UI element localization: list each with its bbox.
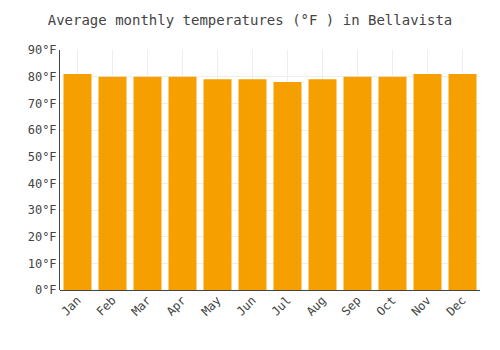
svg-text:Sep: Sep	[339, 293, 364, 318]
svg-text:10°F: 10°F	[28, 257, 57, 271]
svg-text:May: May	[199, 293, 224, 318]
svg-text:Aug: Aug	[304, 293, 329, 318]
svg-text:Jul: Jul	[269, 293, 294, 318]
svg-text:50°F: 50°F	[28, 150, 57, 164]
svg-text:80°F: 80°F	[28, 70, 57, 84]
svg-text:Nov: Nov	[409, 293, 434, 318]
svg-text:60°F: 60°F	[28, 123, 57, 137]
svg-text:Dec: Dec	[444, 293, 469, 318]
svg-text:Mar: Mar	[129, 293, 154, 318]
svg-text:90°F: 90°F	[28, 43, 57, 57]
svg-text:Average monthly temperatures (: Average monthly temperatures (°F ) in Be…	[48, 12, 453, 28]
svg-text:Jan: Jan	[59, 293, 84, 318]
svg-text:Feb: Feb	[94, 293, 119, 318]
svg-text:20°F: 20°F	[28, 230, 57, 244]
svg-text:30°F: 30°F	[28, 203, 57, 217]
svg-text:Apr: Apr	[164, 293, 189, 318]
svg-text:Jun: Jun	[234, 293, 259, 318]
svg-text:0°F: 0°F	[35, 283, 57, 297]
svg-text:70°F: 70°F	[28, 97, 57, 111]
svg-text:Oct: Oct	[374, 293, 399, 318]
svg-text:40°F: 40°F	[28, 177, 57, 191]
